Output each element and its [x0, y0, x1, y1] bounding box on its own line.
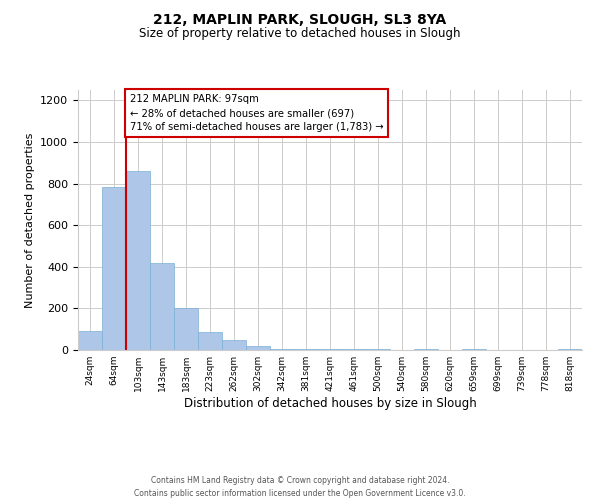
Bar: [78, 332, 102, 350]
Bar: [102, 186, 126, 350]
Bar: [462, 349, 486, 350]
Bar: [222, 340, 246, 350]
Bar: [270, 349, 294, 350]
Bar: [414, 349, 438, 350]
Bar: [246, 346, 270, 350]
Text: 212, MAPLIN PARK, SLOUGH, SL3 8YA: 212, MAPLIN PARK, SLOUGH, SL3 8YA: [154, 12, 446, 26]
Bar: [366, 349, 390, 350]
Bar: [126, 171, 150, 350]
X-axis label: Distribution of detached houses by size in Slough: Distribution of detached houses by size …: [184, 397, 476, 410]
Bar: [150, 262, 174, 350]
Bar: [174, 308, 198, 350]
Y-axis label: Number of detached properties: Number of detached properties: [25, 132, 35, 308]
Bar: [198, 332, 222, 350]
Text: Size of property relative to detached houses in Slough: Size of property relative to detached ho…: [139, 28, 461, 40]
Bar: [294, 349, 318, 350]
Bar: [318, 349, 342, 350]
Text: 212 MAPLIN PARK: 97sqm
← 28% of detached houses are smaller (697)
71% of semi-de: 212 MAPLIN PARK: 97sqm ← 28% of detached…: [130, 94, 383, 132]
Text: Contains HM Land Registry data © Crown copyright and database right 2024.
Contai: Contains HM Land Registry data © Crown c…: [134, 476, 466, 498]
Bar: [558, 349, 582, 350]
Bar: [342, 349, 366, 350]
